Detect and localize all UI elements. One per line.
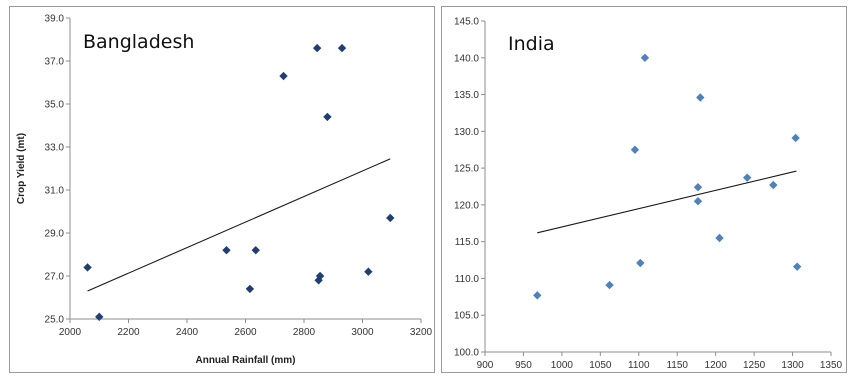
bangladesh-y-tick-label: 39.0 <box>45 14 65 25</box>
bangladesh-x-tick-label: 2400 <box>176 327 199 338</box>
bangladesh-data-point <box>251 246 260 255</box>
india-chart-title: India <box>508 33 555 55</box>
india-x-tick-label: 900 <box>477 360 494 371</box>
bangladesh-scatter-chart: 25.0 27.0 29.0 31.0 33.0 35.0 37.0 39.0 2000 2200… <box>16 14 433 367</box>
india-y-tick-label: 140.0 <box>454 53 479 64</box>
bangladesh-x-tick-label: 2200 <box>117 327 140 338</box>
india-data-point <box>693 197 703 206</box>
bangladesh-data-point <box>386 213 395 223</box>
india-data-point <box>636 258 645 268</box>
bangladesh-chart-panel: 25.0 27.0 29.0 31.0 33.0 35.0 37.0 39.0 2000 2200… <box>9 6 435 373</box>
bangladesh-chart-title: Bangladesh <box>83 31 194 53</box>
india-data-point <box>533 291 542 300</box>
india-y-tick-label: 100.0 <box>454 348 479 359</box>
bangladesh-data-point <box>337 43 347 53</box>
india-trendline <box>537 170 797 234</box>
india-x-tick-label: 1350 <box>820 360 843 371</box>
india-data-point <box>605 280 614 290</box>
india-data-point <box>693 183 703 192</box>
india-x-tick-label: 1000 <box>551 360 574 371</box>
bangladesh-x-axis-title: Annual Rainfall (mm) <box>195 355 295 366</box>
india-x-tick-label: 1100 <box>628 360 650 371</box>
bangladesh-data-point <box>312 43 322 53</box>
india-data-point <box>791 133 800 143</box>
bangladesh-x-tick-label: 3000 <box>351 327 374 338</box>
india-data-point <box>792 262 802 271</box>
india-data-point <box>696 93 705 102</box>
india-data-point <box>715 233 724 243</box>
india-x-tick-label: 1250 <box>743 360 766 371</box>
bangladesh-y-tick-label: 27.0 <box>45 272 65 283</box>
bangladesh-data-point <box>95 312 104 322</box>
india-data-point <box>640 53 650 62</box>
india-x-tick-label: 1050 <box>589 360 612 371</box>
india-y-tick-label: 135.0 <box>454 90 479 101</box>
bangladesh-y-tick-label: 37.0 <box>45 57 65 68</box>
bangladesh-data-point <box>222 246 231 255</box>
india-x-tick-label: 1300 <box>781 360 804 371</box>
bangladesh-y-tick-label: 29.0 <box>45 229 65 240</box>
india-data-point <box>769 180 778 190</box>
india-x-tick-label: 950 <box>515 360 532 371</box>
india-y-tick-label: 145.0 <box>454 17 479 28</box>
india-y-tick-label: 115.0 <box>455 237 480 248</box>
bangladesh-data-point <box>364 267 373 276</box>
india-y-tick-label: 105.0 <box>454 311 479 322</box>
bangladesh-data-point <box>323 112 332 122</box>
bangladesh-data-point <box>279 71 288 81</box>
india-x-tick-label: 1150 <box>666 360 688 371</box>
india-x-tick-label: 1200 <box>705 360 728 371</box>
bangladesh-x-tick-label: 2600 <box>234 327 257 338</box>
bangladesh-x-tick-label: 2800 <box>293 327 316 338</box>
bangladesh-data-point <box>315 271 325 281</box>
india-y-tick-label: 110.0 <box>455 274 480 285</box>
bangladesh-y-tick-label: 25.0 <box>45 315 65 326</box>
india-y-tick-label: 125.0 <box>454 164 479 175</box>
bangladesh-x-tick-label: 2000 <box>59 327 82 338</box>
india-chart-panel: 100.0 105.0 110.0 115.0 120.0 125.0 130.0 135.0… <box>441 6 847 373</box>
bangladesh-x-tick-label: 3200 <box>410 327 433 338</box>
bangladesh-data-point <box>83 263 92 272</box>
india-data-point <box>742 173 752 182</box>
bangladesh-data-point <box>245 284 255 294</box>
bangladesh-y-tick-label: 33.0 <box>45 143 65 154</box>
bangladesh-y-tick-label: 31.0 <box>45 186 65 197</box>
bangladesh-y-tick-label: 35.0 <box>45 100 65 111</box>
india-y-tick-label: 120.0 <box>454 200 479 211</box>
india-scatter-chart: 100.0 105.0 110.0 115.0 120.0 125.0 130.0 135.0… <box>454 17 843 372</box>
india-y-tick-label: 130.0 <box>454 127 479 138</box>
bangladesh-y-axis-title: Crop Yield (mt) <box>16 133 27 204</box>
india-data-point <box>630 145 640 154</box>
bangladesh-trendline <box>87 158 391 292</box>
